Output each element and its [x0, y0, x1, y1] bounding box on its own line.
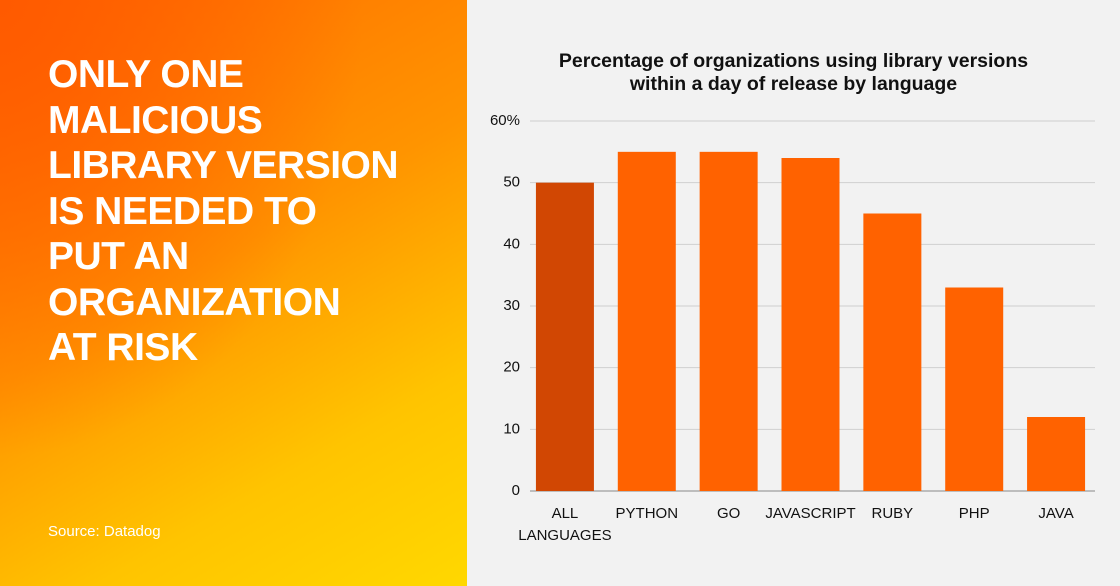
bar	[535, 182, 594, 491]
headline: ONLY ONE MALICIOUS LIBRARY VERSION IS NEEDE…	[48, 52, 399, 371]
title-line: within a day of release by language	[629, 73, 958, 95]
x-tick-label: PYTHON	[615, 505, 679, 522]
headline-line: IS NEEDED TO	[48, 189, 317, 233]
headline-line: ONLY ONE	[48, 53, 244, 96]
bar	[781, 158, 840, 491]
bar	[863, 213, 922, 491]
x-tick-label: RUBY	[871, 505, 914, 522]
x-tick-label-box: JAVA	[1015, 503, 1097, 525]
x-tick-label: GO	[716, 505, 741, 522]
x-tick-label: ALL LANGUAGES	[518, 505, 612, 544]
bar	[945, 287, 1004, 491]
headline-line: ORGANIZATION	[48, 280, 341, 324]
x-tick-label-box: JAVASCRIPT	[765, 503, 855, 525]
bar	[699, 151, 758, 492]
x-tick-label-box: PHP	[933, 503, 1015, 525]
y-tick-label: 0	[512, 482, 520, 499]
side-panel: ONLY ONE MALICIOUS LIBRARY VERSION IS NEEDE…	[0, 0, 467, 586]
x-tick-label: JAVASCRIPT	[765, 505, 856, 522]
y-tick-label: 40	[503, 235, 520, 252]
chart-title: Percentage of organizations using librar…	[467, 50, 1120, 96]
x-tick-label: PHP	[958, 505, 990, 522]
bar	[1027, 417, 1086, 491]
y-tick-label: 30	[503, 297, 520, 314]
y-tick-label: 20	[503, 359, 520, 376]
headline-line: PUT AN	[48, 235, 189, 278]
headline-line: MALICIOUS	[48, 98, 263, 142]
x-tick-label-box: GO	[688, 503, 770, 525]
x-tick-label: JAVA	[1038, 505, 1074, 522]
y-tick-label: 50	[503, 174, 520, 191]
title-line: Percentage of organizations using librar…	[558, 50, 1029, 72]
x-tick-label-box: PYTHON	[606, 503, 688, 525]
headline-line: LIBRARY VERSION	[48, 144, 399, 187]
bar	[617, 151, 676, 492]
y-tick-label: 60%	[490, 112, 520, 129]
x-tick-label-box: ALL LANGUAGES	[518, 503, 611, 547]
y-tick-label: 10	[503, 420, 520, 437]
headline-line: AT RISK	[48, 326, 198, 369]
x-tick-label-box: RUBY	[851, 503, 933, 525]
source: Source: Datadog	[48, 523, 161, 540]
